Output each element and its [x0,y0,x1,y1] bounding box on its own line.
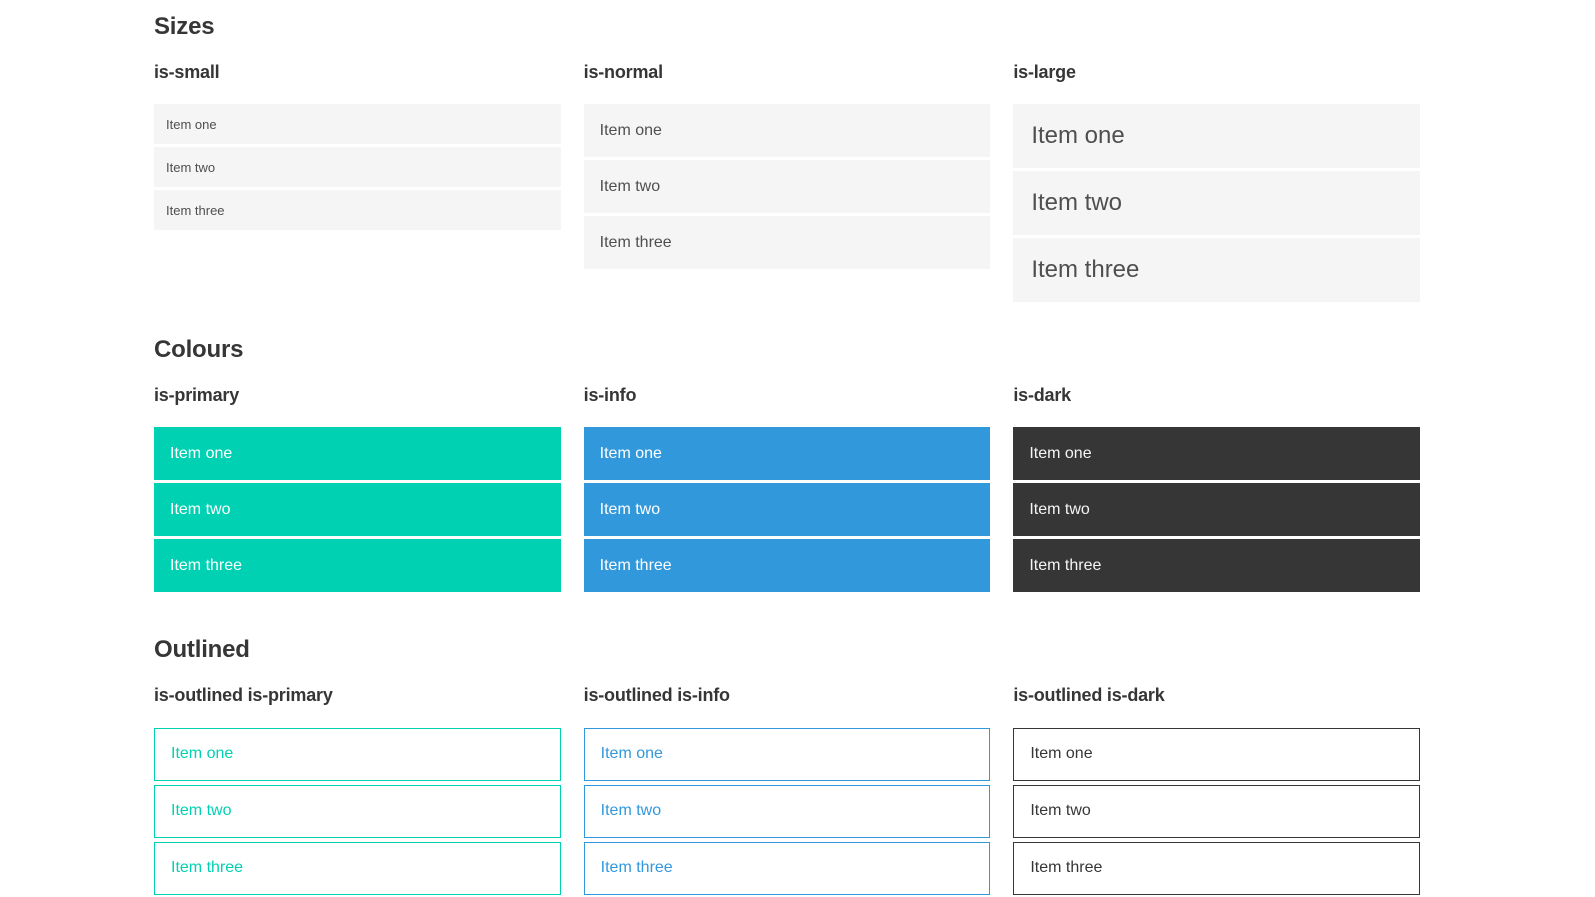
list-outlined-info: Item one Item two Item three [583,727,991,895]
list-item[interactable]: Item two [583,483,991,537]
list-item[interactable]: Item one [583,427,991,481]
section-colours: Colours is-primary Item one Item two Ite… [154,336,1420,595]
group-heading-is-info: is-info [583,384,637,405]
group-is-large: is-large Item one Item two Item three [1013,41,1420,306]
list-item[interactable]: Item three [583,216,991,270]
outlined-grid: is-outlined is-primary Item one Item two… [154,664,1420,897]
group-outlined-primary: is-outlined is-primary Item one Item two… [154,664,561,897]
group-heading-is-primary: is-primary [154,384,240,405]
list-item[interactable]: Item three [154,841,561,895]
group-heading-outlined-dark: is-outlined is-dark [1013,684,1165,705]
list-item[interactable]: Item two [154,483,561,537]
list-primary: Item one Item two Item three [154,427,561,593]
list-normal: Item one Item two Item three [583,104,991,270]
list-item[interactable]: Item three [1013,238,1420,303]
list-item[interactable]: Item one [1013,427,1420,481]
list-dark: Item one Item two Item three [1013,427,1420,593]
list-item[interactable]: Item two [583,784,991,838]
list-item[interactable]: Item three [1013,539,1420,593]
sizes-grid: is-small Item one Item two Item three is… [154,41,1420,306]
list-item[interactable]: Item one [583,727,991,781]
list-item[interactable]: Item one [154,104,561,145]
list-item[interactable]: Item two [1013,483,1420,537]
group-heading-outlined-primary: is-outlined is-primary [154,684,333,705]
list-item[interactable]: Item two [154,147,561,188]
group-is-normal: is-normal Item one Item two Item three [583,41,991,273]
group-is-primary: is-primary Item one Item two Item three [154,364,561,596]
list-item[interactable]: Item one [583,104,991,158]
section-sizes: Sizes is-small Item one Item two Item th… [154,13,1420,305]
list-item[interactable]: Item two [1013,784,1420,838]
list-small: Item one Item two Item three [154,104,561,231]
group-heading-outlined-info: is-outlined is-info [583,684,730,705]
list-item[interactable]: Item three [583,841,991,895]
section-outlined: Outlined is-outlined is-primary Item one… [154,636,1420,897]
list-item[interactable]: Item two [1013,171,1420,236]
section-title-colours: Colours [154,336,244,364]
list-large: Item one Item two Item three [1013,104,1420,303]
list-item[interactable]: Item one [154,727,561,781]
group-heading-is-normal: is-normal [583,61,663,82]
list-item[interactable]: Item two [154,784,561,838]
list-item[interactable]: Item three [154,539,561,593]
list-item[interactable]: Item one [154,427,561,481]
content-container: Sizes is-small Item one Item two Item th… [154,0,1420,897]
list-info: Item one Item two Item three [583,427,991,593]
list-item[interactable]: Item three [1013,841,1420,895]
colours-grid: is-primary Item one Item two Item three … [154,364,1420,596]
group-heading-is-dark: is-dark [1013,384,1071,405]
section-title-sizes: Sizes [154,13,215,40]
group-heading-is-small: is-small [154,61,220,82]
list-item[interactable]: Item one [1013,104,1420,169]
list-outlined-dark: Item one Item two Item three [1013,727,1420,895]
group-outlined-info: is-outlined is-info Item one Item two It… [583,664,991,897]
section-title-outlined: Outlined [154,636,250,664]
group-is-info: is-info Item one Item two Item three [583,364,991,596]
group-is-dark: is-dark Item one Item two Item three [1013,364,1420,596]
list-item[interactable]: Item two [583,160,991,214]
list-item[interactable]: Item three [154,190,561,231]
list-item[interactable]: Item three [583,539,991,593]
list-item[interactable]: Item one [1013,727,1420,781]
list-outlined-primary: Item one Item two Item three [154,727,561,895]
group-is-small: is-small Item one Item two Item three [154,41,561,234]
group-heading-is-large: is-large [1013,61,1076,82]
group-outlined-dark: is-outlined is-dark Item one Item two It… [1013,664,1420,897]
